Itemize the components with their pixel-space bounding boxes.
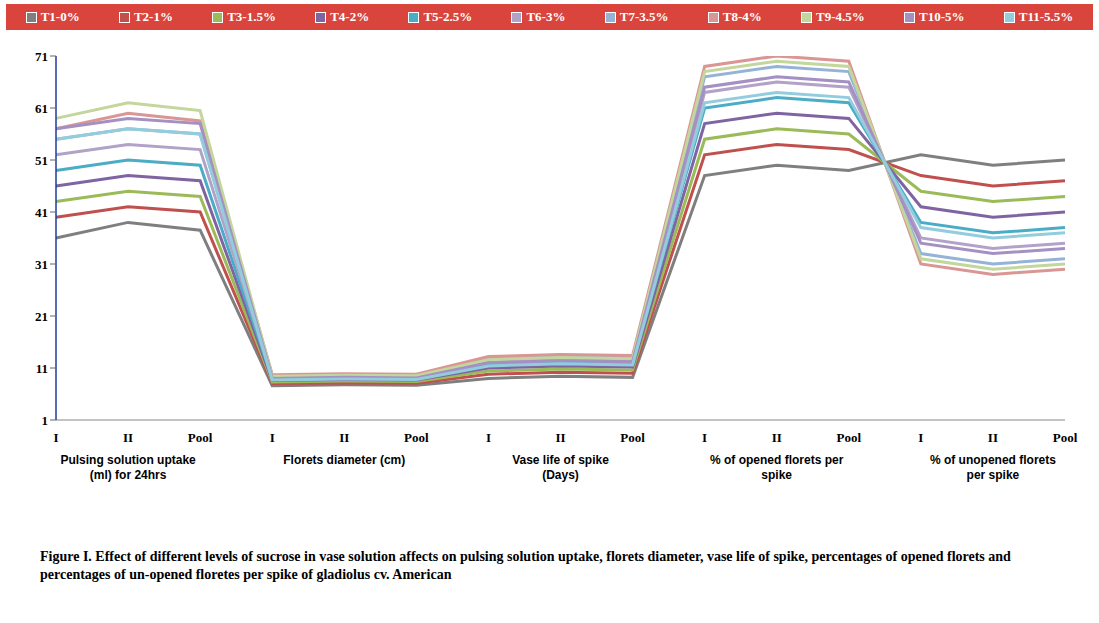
svg-text:Florets diameter (cm): Florets diameter (cm) [283,453,405,467]
svg-text:II: II [988,430,998,445]
svg-text:I: I [702,430,707,445]
svg-text:I: I [486,430,491,445]
html-text:T2-1%: T2-1% [133,9,173,24]
html-text:T9-4.5%: T9-4.5% [816,9,865,24]
svg-text:(Days): (Days) [542,468,579,482]
svg-text:Pool: Pool [1053,430,1078,445]
svg-text:% of unopened florets: % of unopened florets [930,453,1056,467]
svg-text:Pool: Pool [837,430,862,445]
svg-text:Pool: Pool [404,430,429,445]
svg-text:II: II [555,430,565,445]
svg-text:61: 61 [35,101,48,116]
html-text:T6-3%: T6-3% [526,9,566,24]
svg-text:51: 51 [35,153,48,168]
svg-text:II: II [123,430,133,445]
svg-text:I: I [918,430,923,445]
svg-text:Pool: Pool [188,430,213,445]
html-text:T3-1.5%: T3-1.5% [227,9,276,24]
html-text:T1-0%: T1-0% [40,9,80,24]
html-text:T4-2%: T4-2% [330,9,370,24]
html-text:T8-4%: T8-4% [722,9,762,24]
svg-text:1: 1 [42,413,49,428]
svg-text:Pulsing solution uptake: Pulsing solution uptake [60,453,196,467]
html-text:Figure I. Effect of different: Figure I. Effect of different levels of … [40,549,1011,582]
svg-text:II: II [772,430,782,445]
svg-text:41: 41 [35,205,48,220]
svg-text:(ml) for 24hrs: (ml) for 24hrs [90,468,167,482]
svg-text:spike: spike [761,468,792,482]
svg-text:I: I [270,430,275,445]
svg-text:Vase life of spike: Vase life of spike [512,453,609,467]
svg-text:II: II [339,430,349,445]
svg-text:I: I [53,430,58,445]
svg-text:31: 31 [35,257,48,272]
html-text:T5-2.5%: T5-2.5% [423,9,473,24]
svg-text:21: 21 [35,309,48,324]
svg-text:Pool: Pool [620,430,645,445]
html-text:T10-5%: T10-5% [919,9,965,24]
html-text:T11-5.5%: T11-5.5% [1018,9,1074,24]
svg-text:% of opened florets per: % of opened florets per [710,453,844,467]
svg-text:11: 11 [36,361,48,376]
svg-text:71: 71 [35,49,48,64]
svg-text:per spike: per spike [967,468,1020,482]
html-text:T7-3.5%: T7-3.5% [619,9,669,24]
